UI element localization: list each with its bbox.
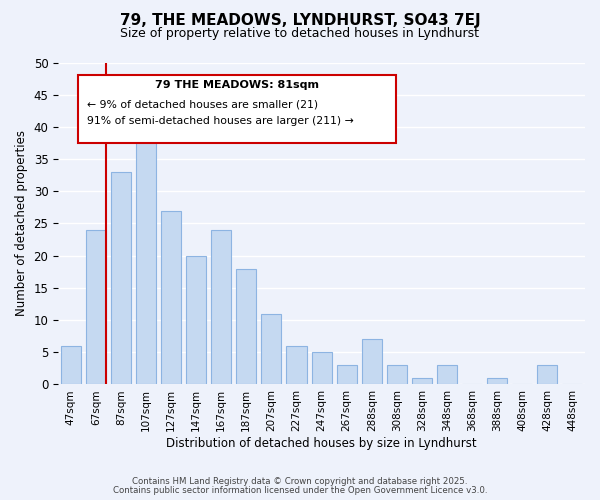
Bar [311, 352, 332, 384]
Bar [136, 120, 156, 384]
Bar [186, 256, 206, 384]
Bar [412, 378, 432, 384]
Text: 79, THE MEADOWS, LYNDHURST, SO43 7EJ: 79, THE MEADOWS, LYNDHURST, SO43 7EJ [119, 12, 481, 28]
Bar [286, 346, 307, 385]
Bar [387, 365, 407, 384]
Bar [437, 365, 457, 384]
Bar [337, 365, 356, 384]
Text: ← 9% of detached houses are smaller (21): ← 9% of detached houses are smaller (21) [87, 99, 318, 109]
Text: Contains public sector information licensed under the Open Government Licence v3: Contains public sector information licen… [113, 486, 487, 495]
Text: Contains HM Land Registry data © Crown copyright and database right 2025.: Contains HM Land Registry data © Crown c… [132, 477, 468, 486]
Bar [61, 346, 81, 385]
Bar [538, 365, 557, 384]
Bar [111, 172, 131, 384]
Bar [161, 210, 181, 384]
Bar [211, 230, 231, 384]
Text: 91% of semi-detached houses are larger (211) →: 91% of semi-detached houses are larger (… [87, 116, 354, 126]
Text: Size of property relative to detached houses in Lyndhurst: Size of property relative to detached ho… [121, 28, 479, 40]
Bar [487, 378, 507, 384]
Y-axis label: Number of detached properties: Number of detached properties [15, 130, 28, 316]
Bar [86, 230, 106, 384]
Bar [362, 340, 382, 384]
Text: 79 THE MEADOWS: 81sqm: 79 THE MEADOWS: 81sqm [155, 80, 319, 90]
Bar [262, 314, 281, 384]
Bar [236, 268, 256, 384]
X-axis label: Distribution of detached houses by size in Lyndhurst: Distribution of detached houses by size … [166, 437, 477, 450]
